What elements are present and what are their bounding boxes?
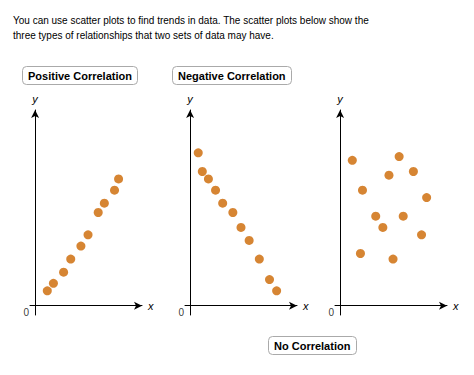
svg-text:y: y [186, 93, 194, 105]
svg-text:x: x [452, 300, 459, 312]
svg-text:x: x [302, 300, 309, 312]
svg-text:Negative Correlation: Negative Correlation [178, 70, 286, 82]
svg-text:0: 0 [179, 307, 185, 318]
svg-text:x: x [147, 300, 154, 312]
svg-text:Positive Correlation: Positive Correlation [28, 70, 132, 82]
svg-text:No Correlation: No Correlation [274, 340, 351, 352]
svg-text:three types of relationships t: three types of relationships that two se… [13, 30, 274, 41]
svg-text:0: 0 [24, 307, 30, 318]
svg-text:0: 0 [329, 307, 335, 318]
svg-text:y: y [336, 93, 344, 105]
svg-text:y: y [31, 93, 39, 105]
svg-text:You can use scatter plots to f: You can use scatter plots to find trends… [13, 15, 369, 26]
